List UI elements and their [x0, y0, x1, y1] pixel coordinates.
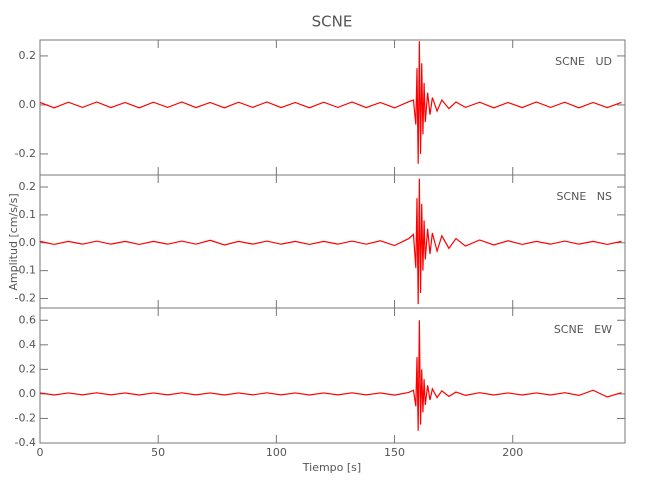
y-tick-label: 0.4 [19, 338, 37, 351]
panel-frame [39, 307, 626, 444]
panel-frame [39, 39, 626, 176]
panel-label: SCNE NS [556, 190, 612, 203]
y-tick-label: 0.2 [19, 362, 37, 375]
y-tick-label: -0.2 [15, 411, 36, 424]
y-tick-label: -0.2 [15, 292, 36, 305]
panel-label: SCNE UD [555, 55, 612, 68]
y-axis-label: Amplitud [cm/s/s] [7, 193, 20, 290]
x-tick-label: 200 [502, 446, 523, 459]
panel-label: SCNE EW [554, 323, 612, 336]
y-tick-label: -0.1 [15, 264, 36, 277]
waveform [39, 320, 622, 431]
x-tick-label: 0 [37, 446, 44, 459]
y-tick-label: 0.0 [19, 236, 37, 249]
y-tick-label: 0.1 [19, 208, 37, 221]
y-tick-label: -0.2 [15, 147, 36, 160]
y-tick-label: 0.6 [19, 313, 37, 326]
y-tick-label: 0.2 [19, 49, 37, 62]
y-tick-label: 0.0 [19, 98, 37, 111]
x-tick-label: 150 [384, 446, 405, 459]
y-tick-label: -0.4 [15, 436, 36, 449]
x-tick-label: 50 [151, 446, 165, 459]
y-tick-label: 0.2 [19, 180, 37, 193]
y-tick-label: 0.0 [19, 387, 37, 400]
x-axis-label: Tiempo [s] [302, 461, 361, 474]
waveform [39, 41, 622, 164]
x-tick-label: 100 [266, 446, 287, 459]
waveform [39, 178, 622, 305]
chart-title: SCNE [312, 13, 353, 31]
